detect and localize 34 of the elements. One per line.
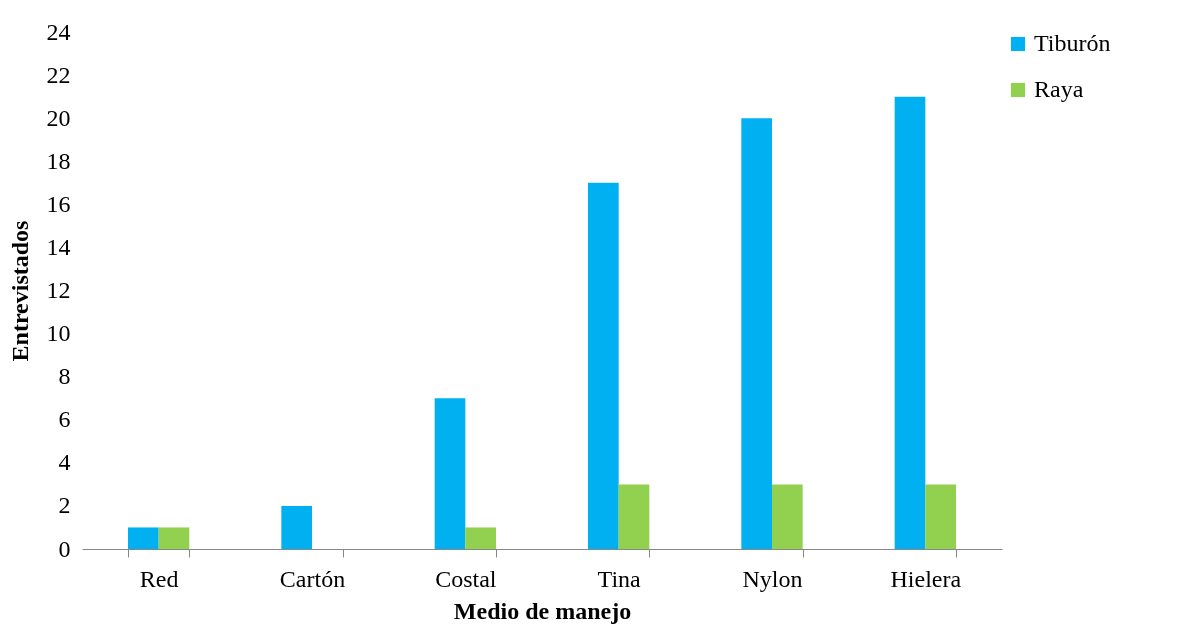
x-tick-label: Hielera [890,565,962,592]
bar [158,527,190,549]
y-tick-label: 18 [46,147,71,174]
bar [925,484,956,549]
legend-label: Tiburón [1034,30,1111,56]
y-tick-label: 4 [58,449,71,476]
x-tick-label: Nylon [742,565,803,592]
y-tick-label: 12 [46,277,71,303]
x-tick-label: Costal [435,565,497,592]
bar [772,484,803,549]
y-tick-label: 6 [58,406,71,433]
y-tick-label: 22 [46,61,71,88]
y-tick-label: 10 [46,320,71,347]
y-tick-label: 24 [46,18,71,45]
bar [128,527,159,549]
bar [588,182,619,549]
y-tick-label: 16 [46,190,71,217]
bar [465,527,496,549]
x-tick-label: Cartón [279,565,346,592]
y-tick-label: 2 [58,492,71,519]
bar [281,505,312,549]
legend-label: Raya [1034,76,1084,102]
bar [741,118,772,549]
x-axis-title: Medio de manejo [453,597,632,624]
y-tick-label: 20 [46,104,71,131]
y-tick-label: 0 [58,535,71,562]
bar [618,484,650,549]
y-tick-label: 14 [46,233,71,260]
x-tick-label: Red [139,565,179,592]
bar [894,96,926,549]
y-tick-label: 8 [58,363,71,390]
x-tick-label: Tina [597,565,642,592]
bar [434,398,466,549]
y-axis-title: Entrevistados [6,220,33,362]
